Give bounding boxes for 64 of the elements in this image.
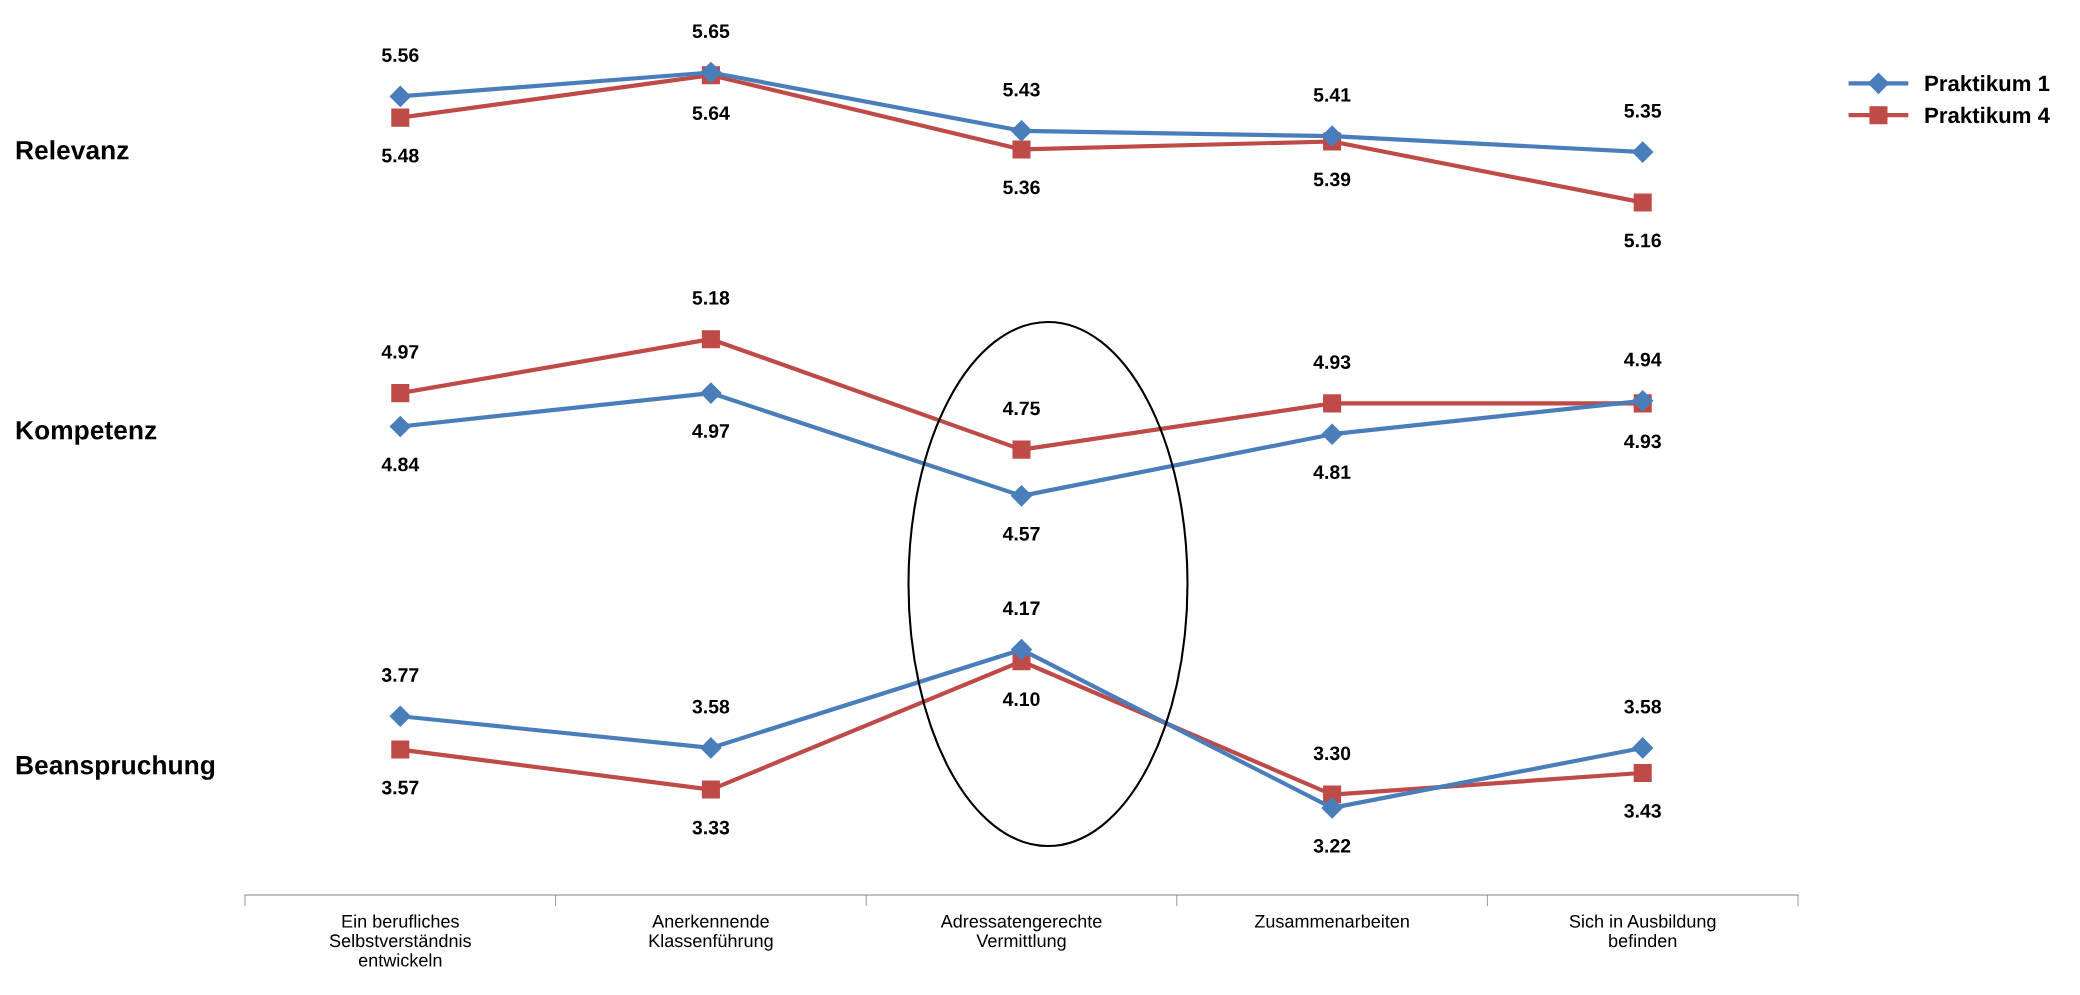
point <box>389 415 411 438</box>
data-label: 5.56 <box>381 48 419 62</box>
data-label: 3.58 <box>1624 699 1662 714</box>
data-label: 4.94 <box>1624 352 1662 367</box>
data-label: 4.93 <box>1313 355 1351 369</box>
text: Relevanz <box>16 140 129 160</box>
point <box>1010 639 1033 661</box>
data-label: 3.22 <box>1313 838 1351 853</box>
data-label: 4.57 <box>1002 527 1040 541</box>
legend-label: Praktikum 1 <box>1925 75 2050 92</box>
data-label: 4.17 <box>1002 601 1040 615</box>
data-label: 5.16 <box>1624 233 1661 248</box>
text: Beanspruchung <box>16 755 215 780</box>
data-label: 4.93 <box>1624 434 1661 449</box>
point <box>391 384 410 403</box>
point <box>1633 193 1652 212</box>
data-label: 5.48 <box>381 148 419 163</box>
data-label: 4.97 <box>692 424 729 438</box>
point <box>1012 440 1031 459</box>
x-tick-label: Ein berufliches Selbstverständnis entwickeln <box>329 914 471 967</box>
data-label: 3.33 <box>692 820 730 835</box>
data-label: 3.77 <box>381 668 419 682</box>
point <box>700 382 722 404</box>
data-label: 5.41 <box>1313 88 1351 102</box>
data-label: 3.58 <box>692 699 730 714</box>
point <box>1632 737 1654 759</box>
point <box>391 108 410 127</box>
x-tick-label: Anerkennende Klassenführung <box>649 914 773 951</box>
point <box>701 330 720 349</box>
point <box>1010 120 1033 142</box>
data-label: 5.43 <box>1003 82 1040 97</box>
point <box>389 705 411 727</box>
point <box>700 61 722 84</box>
data-label: 4.97 <box>381 344 419 359</box>
data-label: 5.64 <box>692 106 730 120</box>
point <box>1010 485 1033 507</box>
point <box>1632 141 1654 163</box>
point <box>1323 394 1342 413</box>
point <box>1321 423 1343 445</box>
point <box>1633 763 1652 782</box>
x-tick-label: Adressatengerechte Vermittlung <box>940 914 1102 951</box>
data-label: 5.65 <box>692 24 730 39</box>
data-label: 4.84 <box>381 457 420 472</box>
data-label: 5.36 <box>1003 180 1040 195</box>
point <box>700 737 722 759</box>
data-label: 3.43 <box>1624 803 1661 818</box>
point <box>391 740 410 759</box>
point <box>701 780 720 799</box>
legend-label: Praktikum 4 <box>1925 106 2050 124</box>
data-label: 5.39 <box>1313 172 1351 187</box>
data-label: 5.18 <box>692 291 730 305</box>
point <box>389 85 411 107</box>
data-label: 4.10 <box>1002 692 1040 707</box>
data-label: 5.35 <box>1624 103 1662 118</box>
point <box>1012 140 1031 159</box>
data-label: 3.57 <box>381 780 419 795</box>
text: Kompetenz <box>16 421 157 445</box>
data-label: 3.30 <box>1313 746 1351 761</box>
data-label: 4.75 <box>1002 401 1040 416</box>
x-tick-label: Zusammenarbeiten <box>1254 914 1409 928</box>
x-tick-label: Sich in Ausbildung befinden <box>1569 914 1716 948</box>
point <box>1321 797 1343 819</box>
point <box>1321 125 1343 147</box>
data-label: 4.81 <box>1313 465 1351 480</box>
